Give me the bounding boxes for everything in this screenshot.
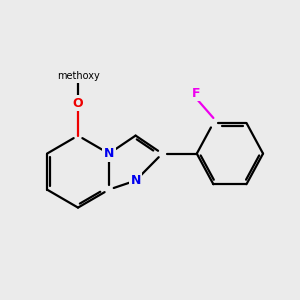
Text: F: F — [192, 87, 200, 100]
Text: N: N — [130, 174, 141, 187]
Text: N: N — [104, 147, 114, 160]
Text: methoxy: methoxy — [57, 71, 99, 81]
Text: O: O — [73, 97, 83, 110]
